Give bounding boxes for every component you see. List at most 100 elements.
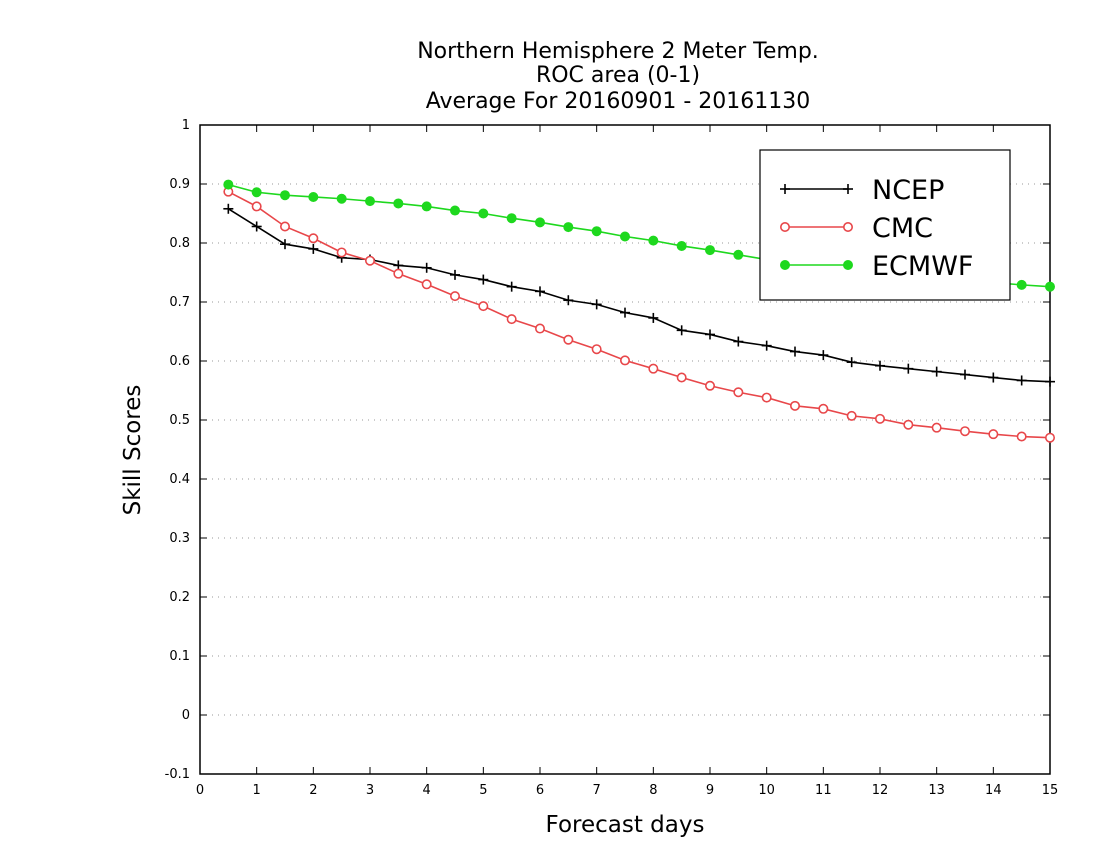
x-tick-label: 10 (758, 783, 775, 798)
data-point-cmc (1016, 431, 1027, 442)
x-tick-label: 12 (872, 783, 889, 798)
x-tick-label: 6 (536, 783, 544, 798)
data-point-cmc (959, 426, 970, 437)
x-tick-label: 1 (253, 783, 261, 798)
legend-item-ecmwf: ECMWF (780, 251, 973, 282)
data-point-ecmwf (280, 190, 290, 201)
data-point-ecmwf (535, 217, 545, 228)
data-point-cmc (449, 291, 460, 302)
data-point-ecmwf (478, 208, 489, 219)
data-point-cmc (1045, 432, 1056, 443)
data-point-ecmwf (421, 201, 432, 212)
data-point-ncep (450, 269, 460, 280)
plot-frame (199, 124, 1051, 775)
x-tick-label: 11 (815, 783, 832, 798)
data-point-ncep (563, 295, 574, 306)
legend-marker-cmc (779, 222, 790, 233)
data-point-cmc (393, 268, 404, 279)
data-point-ncep (705, 329, 715, 340)
data-point-ncep (931, 366, 942, 377)
data-point-ncep (421, 262, 432, 273)
y-tick-label: 0.4 (169, 472, 190, 487)
data-point-ecmwf (251, 187, 262, 198)
data-point-ecmwf (450, 205, 460, 216)
data-point-ncep (988, 372, 999, 383)
data-point-cmc (279, 221, 290, 232)
x-axis-label: Forecast days (546, 812, 705, 838)
x-tick-label: 5 (479, 783, 487, 798)
legend-marker-ncep (843, 184, 853, 194)
data-point-ncep (903, 363, 914, 374)
data-point-ncep (790, 346, 800, 357)
data-point-cmc (818, 403, 829, 414)
data-point-ncep (960, 369, 970, 380)
data-point-ncep (535, 286, 545, 297)
data-point-ncep (251, 221, 262, 232)
legend-marker-cmc (842, 222, 853, 233)
data-point-cmc (761, 392, 772, 403)
data-point-cmc (874, 413, 885, 424)
legend-label-ecmwf: ECMWF (872, 251, 973, 282)
data-point-ncep (676, 325, 687, 336)
data-point-ecmwf (648, 235, 659, 246)
data-point-cmc (733, 387, 744, 398)
x-tick-label: 4 (423, 783, 431, 798)
data-point-ncep (818, 350, 829, 361)
data-point-cmc (619, 355, 630, 366)
data-point-ncep (308, 243, 319, 254)
data-point-cmc (846, 410, 857, 421)
data-point-cmc (421, 279, 432, 290)
data-point-ncep (761, 340, 772, 351)
data-point-ncep (846, 357, 857, 368)
data-point-cmc (931, 422, 942, 433)
data-point-cmc (251, 201, 262, 212)
data-point-ncep (875, 360, 885, 371)
y-tick-label: -0.1 (165, 767, 190, 782)
series-cmc (223, 186, 1056, 443)
x-tick-label: 14 (985, 783, 1002, 798)
y-tick-label: 0.9 (169, 177, 190, 192)
chart-title: Northern Hemisphere 2 Meter Temp. ROC ar… (417, 39, 819, 114)
x-tick-label: 9 (706, 783, 714, 798)
data-point-cmc (648, 363, 659, 374)
legend-label-cmc: CMC (872, 213, 933, 244)
axis-ticks: -0.100.10.20.30.40.50.60.70.80.910 1 2 3 4 5 6… (165, 118, 1059, 798)
y-tick-label: 0.3 (169, 531, 190, 546)
data-point-cmc (988, 429, 999, 440)
y-tick-label: 0.2 (169, 590, 190, 605)
x-tick-label: 0 (196, 783, 204, 798)
data-point-cmc (506, 314, 517, 325)
legend: NCEP CMC ECMWF (759, 149, 1011, 301)
data-point-cmc (336, 247, 347, 258)
data-point-ecmwf (506, 213, 517, 224)
data-point-cmc (563, 334, 574, 345)
data-point-ecmwf (620, 231, 630, 242)
data-point-cmc (903, 419, 914, 430)
legend-marker-ncep (780, 184, 790, 194)
data-point-cmc (364, 255, 375, 266)
data-point-cmc (478, 301, 489, 312)
chart-title-line-3: Average For 20160901 - 20161130 (426, 89, 811, 114)
data-point-ecmwf (591, 226, 602, 237)
y-tick-label: 0.6 (169, 354, 190, 369)
data-point-ncep (591, 299, 602, 310)
y-axis-label: Skill Scores (120, 385, 146, 516)
x-tick-label: 15 (1042, 783, 1059, 798)
x-tick-label: 8 (649, 783, 657, 798)
chart-title-line-2: ROC area (0-1) (536, 63, 700, 88)
y-tick-label: 1 (182, 118, 190, 133)
data-point-ecmwf (393, 198, 404, 209)
data-point-ncep (620, 307, 630, 318)
data-point-cmc (591, 344, 602, 355)
data-point-cmc (704, 380, 715, 391)
data-point-ecmwf (308, 191, 319, 202)
data-point-ecmwf (563, 222, 574, 233)
legend-marker-ecmwf (780, 260, 790, 270)
y-tick-label: 0.7 (169, 295, 190, 310)
y-tick-label: 0.5 (169, 413, 190, 428)
data-point-ecmwf (1016, 279, 1027, 290)
data-point-ncep (280, 239, 290, 250)
data-point-ecmwf (223, 179, 234, 190)
data-point-ecmwf (705, 245, 715, 256)
